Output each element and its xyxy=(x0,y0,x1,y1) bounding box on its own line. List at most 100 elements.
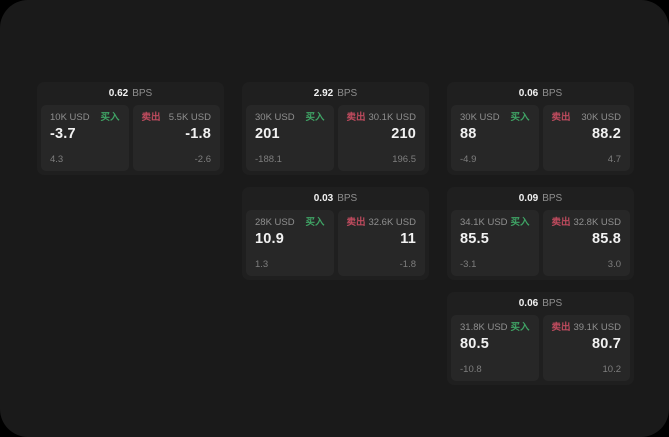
bps-value: 2.92 xyxy=(313,87,334,99)
buy-sub-value: -4.9 xyxy=(460,153,477,165)
quote-card-header: 2.92 BPS xyxy=(242,82,429,105)
sell-amount: 39.1K USD xyxy=(573,322,621,333)
buy-panel[interactable]: 10K USD 买入 -3.7 4.3 xyxy=(41,105,129,171)
quote-card: 0.62 BPS 10K USD 买入 -3.7 4.3 卖出 5.5K USD… xyxy=(37,82,224,175)
buy-price: 88 xyxy=(460,125,477,142)
buy-panel-top: 34.1K USD 买入 xyxy=(460,218,530,228)
buy-side-label: 买入 xyxy=(305,112,325,123)
bps-value: 0.62 xyxy=(108,87,129,99)
sell-side-label: 卖出 xyxy=(346,217,366,228)
sell-amount: 30.1K USD xyxy=(368,112,416,123)
buy-panel[interactable]: 31.8K USD 买入 80.5 -10.8 xyxy=(451,315,539,381)
quotes-grid: 0.62 BPS 10K USD 买入 -3.7 4.3 卖出 5.5K USD… xyxy=(37,82,634,385)
sell-panel[interactable]: 卖出 39.1K USD 80.7 10.2 xyxy=(542,315,630,381)
sell-panel-top: 卖出 30K USD xyxy=(552,113,622,123)
sell-panel-top: 卖出 39.1K USD xyxy=(552,323,622,333)
sell-panel[interactable]: 卖出 32.8K USD 85.8 3.0 xyxy=(542,210,630,276)
bps-unit-label: BPS xyxy=(542,87,563,99)
quote-card-header: 0.09 BPS xyxy=(447,187,634,210)
sell-amount: 5.5K USD xyxy=(168,112,211,123)
sell-price: 85.8 xyxy=(591,230,621,247)
buy-panel-top: 31.8K USD 买入 xyxy=(460,323,530,333)
quote-card-body: 10K USD 买入 -3.7 4.3 卖出 5.5K USD -1.8 -2.… xyxy=(37,105,224,175)
sell-sub-value: -2.6 xyxy=(194,153,211,165)
sell-side-label: 卖出 xyxy=(551,322,571,333)
buy-sub-value: -188.1 xyxy=(255,153,282,165)
sell-side-label: 卖出 xyxy=(141,112,161,123)
buy-sub-value: -10.8 xyxy=(460,363,482,375)
sell-sub-value: 3.0 xyxy=(607,258,621,270)
sell-panel-top: 卖出 5.5K USD xyxy=(142,113,212,123)
sell-price: -1.8 xyxy=(185,125,211,142)
buy-amount: 30K USD xyxy=(460,112,500,123)
buy-sub-value: 4.3 xyxy=(50,153,64,165)
sell-panel[interactable]: 卖出 5.5K USD -1.8 -2.6 xyxy=(132,105,220,171)
buy-panel[interactable]: 28K USD 买入 10.9 1.3 xyxy=(246,210,334,276)
buy-price: 201 xyxy=(255,125,280,142)
sell-amount: 30K USD xyxy=(581,112,621,123)
sell-panel-top: 卖出 32.6K USD xyxy=(347,218,417,228)
buy-side-label: 买入 xyxy=(100,112,120,123)
buy-price: 80.5 xyxy=(460,335,490,352)
sell-price: 11 xyxy=(400,230,416,247)
sell-side-label: 卖出 xyxy=(551,112,571,123)
sell-panel[interactable]: 卖出 32.6K USD 11 -1.8 xyxy=(337,210,425,276)
quote-card-header: 0.03 BPS xyxy=(242,187,429,210)
bps-value: 0.06 xyxy=(518,87,539,99)
sell-sub-value: 10.2 xyxy=(602,363,622,375)
buy-amount: 10K USD xyxy=(50,112,90,123)
bps-unit-label: BPS xyxy=(337,87,358,99)
buy-side-label: 买入 xyxy=(510,112,530,123)
sell-sub-value: 196.5 xyxy=(392,153,416,165)
buy-panel-top: 28K USD 买入 xyxy=(255,218,325,228)
buy-side-label: 买入 xyxy=(510,217,530,228)
sell-side-label: 卖出 xyxy=(551,217,571,228)
quote-card-header: 0.06 BPS xyxy=(447,292,634,315)
buy-sub-value: -3.1 xyxy=(460,258,477,270)
sell-panel[interactable]: 卖出 30.1K USD 210 196.5 xyxy=(337,105,425,171)
bps-value: 0.06 xyxy=(518,297,539,309)
buy-amount: 34.1K USD xyxy=(460,217,508,228)
bps-unit-label: BPS xyxy=(542,297,563,309)
quote-card-body: 30K USD 买入 201 -188.1 卖出 30.1K USD 210 1… xyxy=(242,105,429,175)
quote-card: 0.09 BPS 34.1K USD 买入 85.5 -3.1 卖出 32.8K… xyxy=(447,187,634,280)
buy-sub-value: 1.3 xyxy=(255,258,269,270)
sell-price: 88.2 xyxy=(591,125,621,142)
quote-card: 2.92 BPS 30K USD 买入 201 -188.1 卖出 30.1K … xyxy=(242,82,429,175)
quote-card-header: 0.06 BPS xyxy=(447,82,634,105)
buy-amount: 31.8K USD xyxy=(460,322,508,333)
sell-amount: 32.8K USD xyxy=(573,217,621,228)
buy-side-label: 买入 xyxy=(305,217,325,228)
quote-card-header: 0.62 BPS xyxy=(37,82,224,105)
quote-card: 0.06 BPS 30K USD 买入 88 -4.9 卖出 30K USD 8… xyxy=(447,82,634,175)
sell-panel-top: 卖出 30.1K USD xyxy=(347,113,417,123)
sell-sub-value: 4.7 xyxy=(607,153,621,165)
sell-amount: 32.6K USD xyxy=(368,217,416,228)
buy-amount: 30K USD xyxy=(255,112,295,123)
quote-card-body: 30K USD 买入 88 -4.9 卖出 30K USD 88.2 4.7 xyxy=(447,105,634,175)
bps-unit-label: BPS xyxy=(337,192,358,204)
buy-panel[interactable]: 30K USD 买入 201 -188.1 xyxy=(246,105,334,171)
quote-card: 0.06 BPS 31.8K USD 买入 80.5 -10.8 卖出 39.1… xyxy=(447,292,634,385)
buy-panel[interactable]: 30K USD 买入 88 -4.9 xyxy=(451,105,539,171)
sell-price: 210 xyxy=(391,125,416,142)
sell-panel[interactable]: 卖出 30K USD 88.2 4.7 xyxy=(542,105,630,171)
quote-card-body: 34.1K USD 买入 85.5 -3.1 卖出 32.8K USD 85.8… xyxy=(447,210,634,280)
buy-panel-top: 30K USD 买入 xyxy=(255,113,325,123)
sell-price: 80.7 xyxy=(591,335,621,352)
buy-price: 10.9 xyxy=(255,230,285,247)
quote-card: 0.03 BPS 28K USD 买入 10.9 1.3 卖出 32.6K US… xyxy=(242,187,429,280)
buy-panel[interactable]: 34.1K USD 买入 85.5 -3.1 xyxy=(451,210,539,276)
quote-card-body: 31.8K USD 买入 80.5 -10.8 卖出 39.1K USD 80.… xyxy=(447,315,634,385)
sell-panel-top: 卖出 32.8K USD xyxy=(552,218,622,228)
bps-unit-label: BPS xyxy=(132,87,153,99)
buy-side-label: 买入 xyxy=(510,322,530,333)
sell-side-label: 卖出 xyxy=(346,112,366,123)
buy-panel-top: 30K USD 买入 xyxy=(460,113,530,123)
buy-amount: 28K USD xyxy=(255,217,295,228)
sell-sub-value: -1.8 xyxy=(399,258,416,270)
buy-panel-top: 10K USD 买入 xyxy=(50,113,120,123)
bps-unit-label: BPS xyxy=(542,192,563,204)
